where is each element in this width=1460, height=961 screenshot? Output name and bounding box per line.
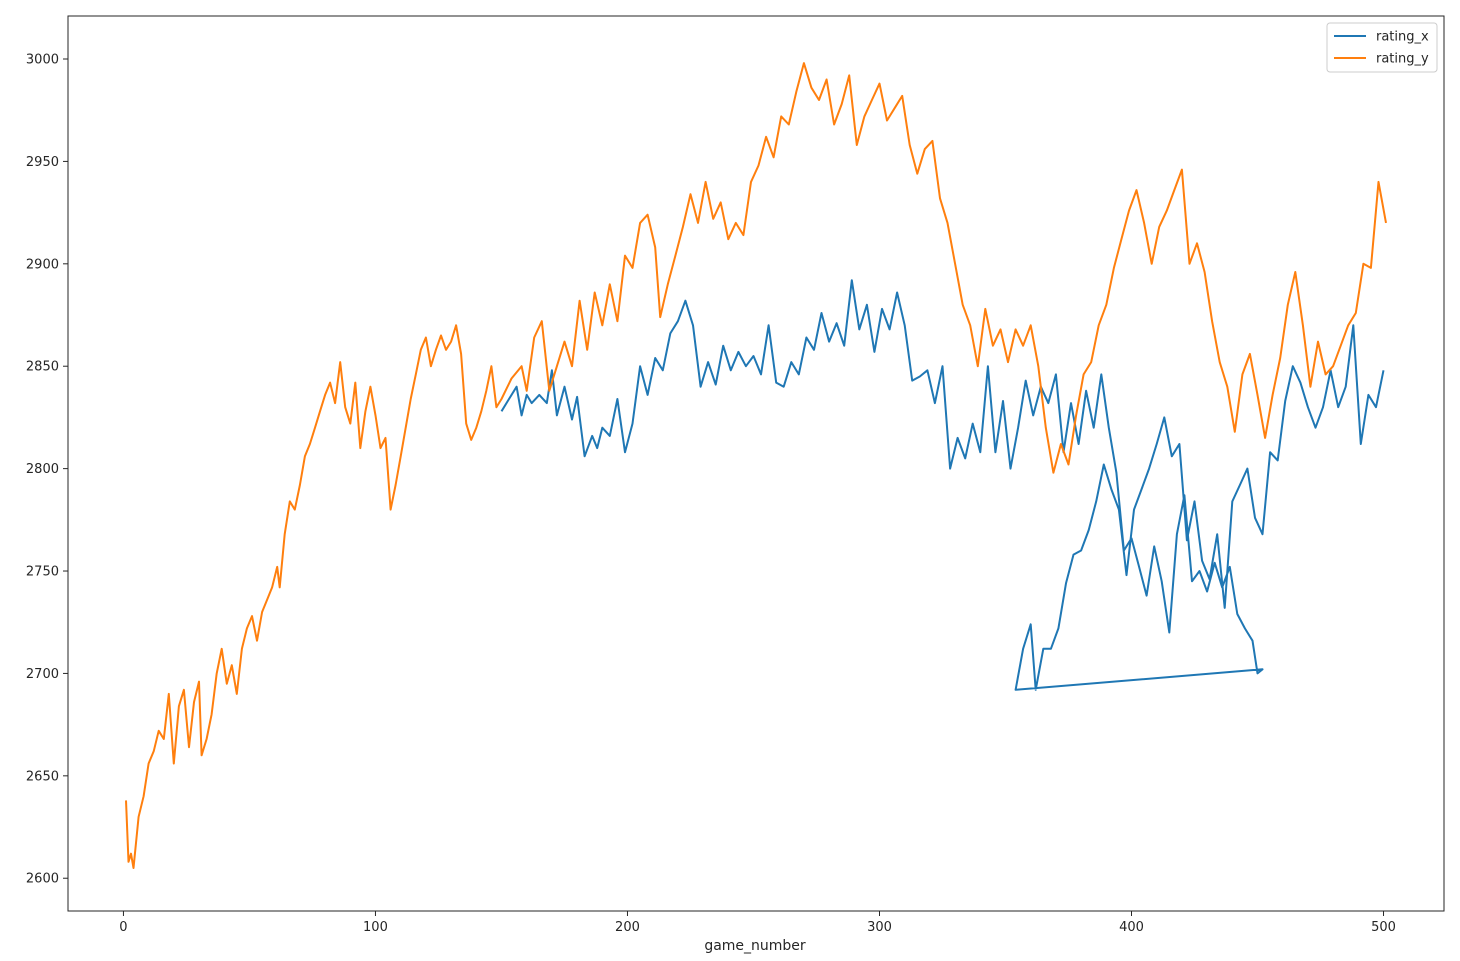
plot-area (125, 62, 1387, 869)
y-tick-label: 3000 (26, 53, 59, 68)
y-tick-label: 2800 (26, 462, 59, 477)
y-axis: 2600 2650 2700 2750 2800 2850 2900 2950 3000 (26, 53, 68, 887)
legend-label-rating-y: rating_y (1376, 52, 1429, 67)
y-tick-label: 2900 (26, 257, 59, 272)
x-tick-label: 200 (615, 920, 640, 935)
y-tick-label: 2750 (26, 565, 59, 580)
y-tick-label: 2850 (26, 360, 59, 375)
series-line-rating-y (125, 62, 1387, 869)
x-axis: 0 100 200 300 400 500 (119, 911, 1396, 935)
legend-label-rating-x: rating_x (1376, 30, 1429, 45)
x-tick-label: 400 (1119, 920, 1144, 935)
y-tick-label: 2650 (26, 769, 59, 784)
y-tick-label: 2600 (26, 872, 59, 887)
y-tick-label: 2950 (26, 155, 59, 170)
x-tick-label: 500 (1371, 920, 1396, 935)
y-tick-label: 2700 (26, 667, 59, 682)
legend: rating_x rating_y (1326, 22, 1438, 73)
plot-frame (67, 15, 1445, 912)
x-axis-title: game_number (704, 938, 806, 954)
x-tick-label: 0 (119, 920, 127, 935)
x-tick-label: 100 (363, 920, 388, 935)
x-tick-label: 300 (867, 920, 892, 935)
